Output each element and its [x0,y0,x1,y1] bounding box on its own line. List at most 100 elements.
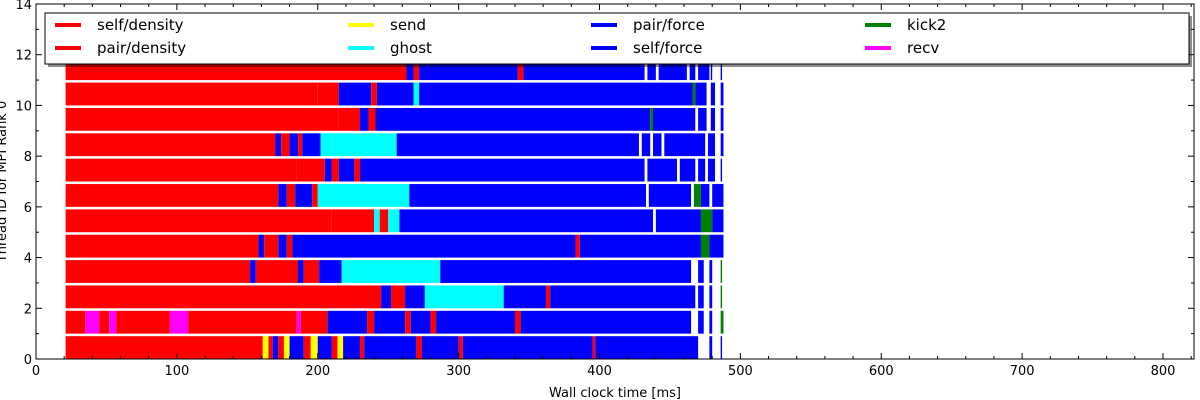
thread-6-segment [317,184,410,207]
thread-8-segment [641,133,651,157]
legend-entry-label: pair/force [633,16,705,34]
thread-0-segment [595,336,699,359]
thread-7-segment [360,158,645,182]
thread-5-segment [700,209,713,233]
thread-1-segment [300,310,328,334]
thread-0-segment [310,336,318,359]
y-tick-label: 8 [24,150,32,165]
thread-0-segment [262,336,269,359]
thread-0-segment [709,336,713,359]
thread-8-segment [302,133,321,157]
thread-1-segment [709,310,713,334]
thread-8-segment [653,133,662,157]
thread-1-segment [405,310,411,334]
thread-9-segment [710,107,716,131]
thread-4-segment [575,234,580,258]
thread-9-segment [653,107,696,131]
thread-10-segment [376,82,414,106]
thread-9-segment [698,107,707,131]
thread-2-segment [720,285,723,309]
thread-3-segment [255,260,299,283]
thread-8-segment [281,133,290,157]
thread-0-segment [317,336,332,359]
thread-1-segment [410,310,431,334]
x-tick-label: 300 [446,364,471,379]
thread-3-segment [440,260,692,283]
thread-4-segment [286,234,293,258]
y-tick-label: 14 [15,0,32,13]
thread-8-segment [275,133,282,157]
thread-7-segment [647,158,677,182]
thread-7-segment [65,158,297,182]
thread-10-segment [413,82,420,106]
thread-6-segment [648,184,692,207]
thread-5-segment [388,209,400,233]
thread-5-segment [712,209,724,233]
thread-8-segment [396,133,639,157]
thread-4-segment [264,234,279,258]
thread-7-segment [331,158,339,182]
y-axis-label: Thread ID for MPI Rank 0 [0,101,10,263]
thread-0-segment [592,336,596,359]
thread-3-segment [341,260,441,283]
x-tick-label: 500 [728,364,753,379]
thread-11-segment [647,57,656,81]
thread-0-segment [364,336,417,359]
thread-4-segment [278,234,287,258]
thread-7-segment [720,158,723,182]
thread-5-segment [379,209,389,233]
thread-1-segment [436,310,515,334]
thread-2-segment [381,285,392,309]
legend-box [44,12,1190,65]
thread-1-segment [99,310,110,334]
thread-2-segment [503,285,546,309]
thread-1-segment [374,310,406,334]
thread-2-segment [424,285,504,309]
bars-layer [65,57,724,359]
thread-9-segment [65,107,339,131]
y-tick-label: 2 [24,302,32,317]
legend-entry-label: send [390,16,426,34]
thread-0-segment [65,336,263,359]
thread-5-segment [399,209,654,233]
thread-3-segment [709,260,713,283]
thread-3-segment [698,260,704,283]
thread-1-segment [169,310,189,334]
thread-4-segment [65,234,259,258]
thread-11-segment [720,57,723,81]
thread-9-segment [368,107,376,131]
thread-1-segment [430,310,437,334]
thread-8-segment [664,133,706,157]
legend-entry-label: self/force [633,39,702,57]
thread-5-segment [374,209,380,233]
thread-1-segment [520,310,692,334]
thread-0-segment [462,336,593,359]
x-tick-label: 600 [869,364,894,379]
thread-7-segment [354,158,361,182]
thread-6-segment [693,184,701,207]
x-tick-label: 100 [164,364,189,379]
thread-0-segment [360,336,365,359]
thread-8-segment [707,133,716,157]
thread-10-segment [65,82,318,106]
thread-8-segment [320,133,397,157]
legend-entry-label: ghost [390,39,432,57]
x-tick-label: 800 [1151,364,1176,379]
thread-9-segment [375,107,651,131]
thread-3-segment [298,260,304,283]
x-tick-label: 0 [32,364,40,379]
thread-6-segment [312,184,318,207]
thread-0-segment [720,336,723,359]
thread-10-segment [371,82,377,106]
thread-7-segment [324,158,332,182]
thread-6-segment [65,184,279,207]
thread-10-segment [317,82,339,106]
thread-3-segment [319,260,342,283]
thread-10-segment [720,82,724,106]
x-tick-label: 400 [587,364,612,379]
thread-2-segment [65,285,382,309]
thread-6-segment [409,184,646,207]
thread-2-segment [698,285,704,309]
legend: self/density pair/density send ghost pair/fo… [44,12,1192,67]
thread-0-segment [272,336,279,359]
